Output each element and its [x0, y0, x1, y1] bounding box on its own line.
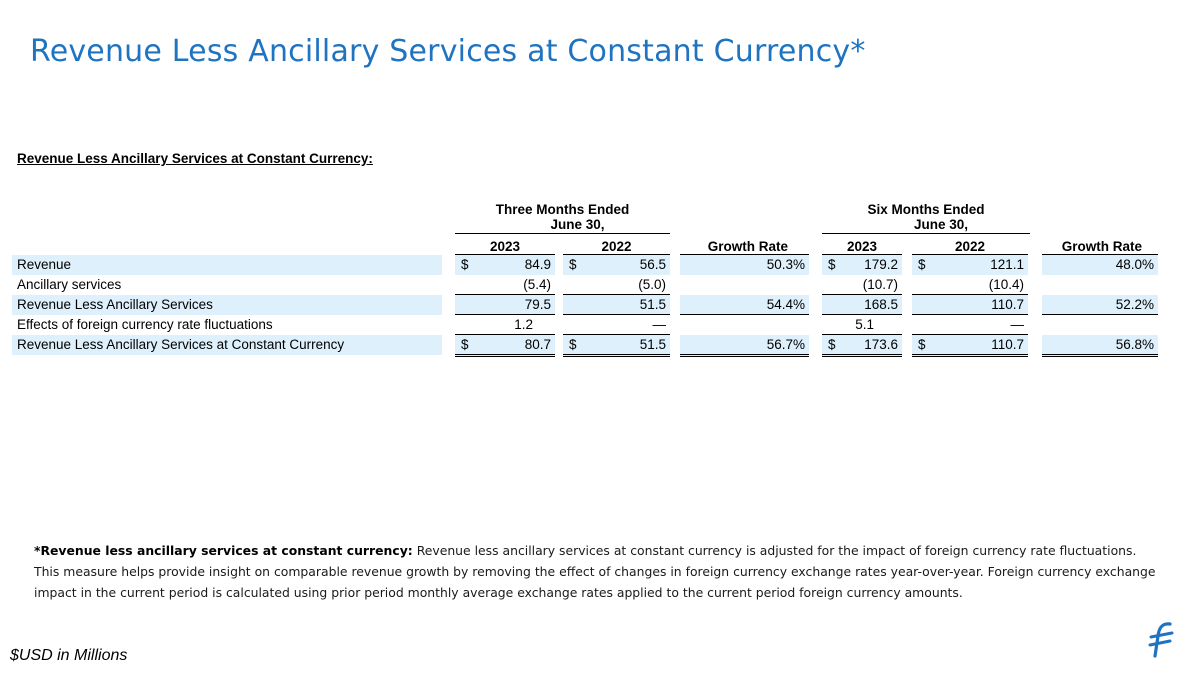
cell-value: 50.3% [766, 257, 805, 272]
cell-value: 179.2 [864, 257, 898, 272]
footnote-term: *Revenue less ancillary services at cons… [34, 543, 413, 558]
footnote: *Revenue less ancillary services at cons… [34, 540, 1164, 603]
column-header-2022-q: 2022 [563, 239, 670, 255]
cell-2022-q: (5.0) [563, 275, 670, 295]
group-header-line2: June 30, [822, 217, 1030, 234]
row-label: Ancillary services [17, 277, 122, 292]
cell-2023-ytd: $179.2 [822, 255, 902, 275]
cell-2023-ytd: 5.1 [822, 315, 902, 335]
currency-symbol: $ [569, 257, 577, 272]
cell-2023-q: $84.9 [455, 255, 555, 275]
currency-symbol: $ [461, 337, 469, 352]
cell-2022-q: 51.5 [563, 295, 670, 315]
currency-symbol: $ [569, 337, 577, 352]
cell-2022-ytd: — [912, 315, 1028, 335]
table-heading: Revenue Less Ancillary Services at Const… [17, 151, 373, 166]
cell-2022-ytd: $110.7 [912, 335, 1028, 357]
group-header-line2: June 30, [455, 217, 670, 234]
cell-value: 5.1 [855, 317, 874, 332]
cell-growth-ytd: 56.8% [1042, 335, 1158, 357]
cell-value: 79.5 [524, 297, 551, 312]
cell-value: 56.7% [766, 337, 805, 352]
cell-growth-ytd: 52.2% [1042, 295, 1158, 315]
currency-symbol: $ [828, 257, 836, 272]
cell-2022-ytd: $121.1 [912, 255, 1028, 275]
cell-value: (10.7) [862, 277, 898, 292]
cell-2022-q: — [563, 315, 670, 335]
currency-symbol: $ [918, 337, 926, 352]
cell-value: 51.5 [639, 337, 666, 352]
cell-2023-ytd: $173.6 [822, 335, 902, 357]
cell-value: 173.6 [864, 337, 898, 352]
cell-2023-q: 79.5 [455, 295, 555, 315]
group-header-line1: Three Months Ended [495, 202, 630, 217]
cell-value: 51.5 [639, 297, 666, 312]
cell-value: 54.4% [766, 297, 805, 312]
cell-value: 56.8% [1115, 337, 1154, 352]
column-header-2023-ytd: 2023 [822, 239, 902, 255]
column-header-growth-ytd: Growth Rate [1042, 239, 1158, 255]
currency-symbol: $ [828, 337, 836, 352]
cell-value: 56.5 [639, 257, 666, 272]
row-label: Revenue Less Ancillary Services [17, 297, 213, 312]
cell-value: 84.9 [524, 257, 551, 272]
group-header-six-months: Six Months Ended June 30, [822, 202, 1030, 234]
cell-value: 121.1 [990, 257, 1024, 272]
cell-2023-q: $80.7 [455, 335, 555, 357]
cell-2023-ytd: (10.7) [822, 275, 902, 295]
column-header-2023-q: 2023 [455, 239, 555, 255]
cell-2022-ytd: 110.7 [912, 295, 1028, 315]
units-note: $USD in Millions [10, 647, 128, 664]
currency-symbol: $ [461, 257, 469, 272]
slide-title: Revenue Less Ancillary Services at Const… [30, 34, 866, 69]
cell-value: (5.4) [523, 277, 551, 292]
cell-2022-q: $51.5 [563, 335, 670, 357]
table-row: Revenue Less Ancillary Services at Const… [12, 335, 1158, 357]
cell-growth-ytd [1042, 315, 1158, 335]
cell-value: (10.4) [988, 277, 1024, 292]
table-row: Effects of foreign currency rate fluctua… [12, 315, 1158, 335]
cell-value: 110.7 [991, 337, 1024, 352]
cell-growth-q: 50.3% [680, 255, 809, 275]
cell-2023-q: (5.4) [455, 275, 555, 295]
brand-logo-icon [1148, 622, 1174, 658]
cell-growth-ytd: 48.0% [1042, 255, 1158, 275]
row-label: Revenue [17, 257, 72, 272]
cell-value: 52.2% [1115, 297, 1154, 312]
cell-2022-ytd: (10.4) [912, 275, 1028, 295]
table-row: Revenue Less Ancillary Services 79.5 51.… [12, 295, 1158, 315]
cell-value: 80.7 [524, 337, 551, 352]
cell-value: — [1010, 317, 1025, 332]
row-label: Revenue Less Ancillary Services at Const… [17, 337, 345, 352]
cell-value: 48.0% [1115, 257, 1154, 272]
table-row: Ancillary services (5.4) (5.0) (10.7) (1… [12, 275, 1158, 295]
cell-2023-q: 1.2 [455, 315, 555, 335]
cell-value: — [652, 317, 667, 332]
column-header-2022-ytd: 2022 [912, 239, 1028, 255]
cell-growth-q [680, 275, 809, 295]
table-row: Revenue $84.9 $56.5 50.3% $179.2 $121.1 … [12, 255, 1158, 275]
cell-value: 1.2 [514, 317, 533, 332]
cell-growth-q: 56.7% [680, 335, 809, 357]
cell-2022-q: $56.5 [563, 255, 670, 275]
cell-2023-ytd: 168.5 [822, 295, 902, 315]
footnote-text: Revenue less ancillary services at const… [34, 543, 1156, 600]
cell-growth-q [680, 315, 809, 335]
cell-value: (5.0) [638, 277, 666, 292]
column-header-growth-q: Growth Rate [680, 239, 809, 255]
currency-symbol: $ [918, 257, 926, 272]
cell-value: 110.7 [991, 297, 1024, 312]
cell-growth-ytd [1042, 275, 1158, 295]
cell-value: 168.5 [864, 297, 898, 312]
row-label: Effects of foreign currency rate fluctua… [17, 317, 273, 332]
group-header-line1: Six Months Ended [867, 202, 985, 217]
group-header-three-months: Three Months Ended June 30, [455, 202, 670, 234]
cell-growth-q: 54.4% [680, 295, 809, 315]
